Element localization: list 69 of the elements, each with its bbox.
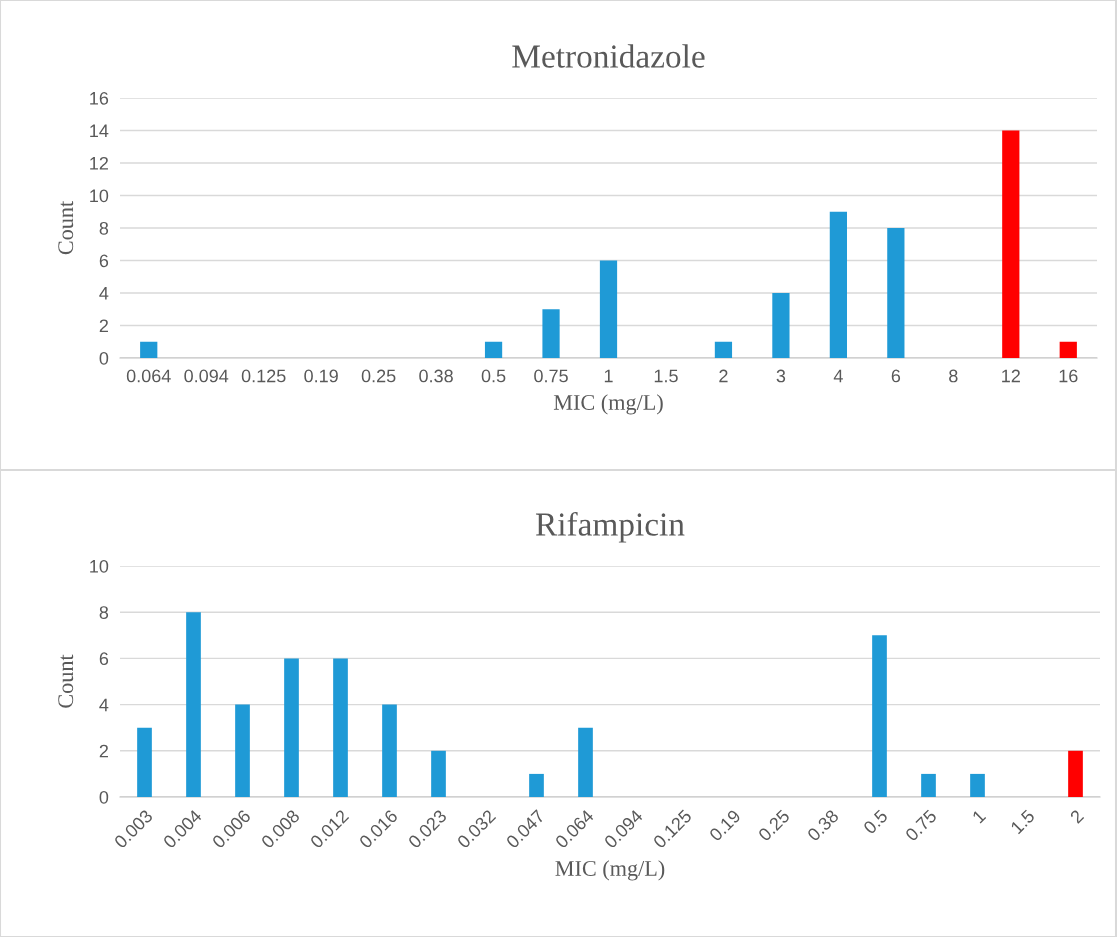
bar [714,341,733,358]
x-tick-label: 0.094 [184,369,229,383]
y-axis-title: Count [58,654,74,708]
x-tick-label: 0.125 [241,369,286,383]
bar [887,228,905,358]
bar [578,727,593,797]
y-tick-label: 4 [99,287,109,300]
x-tick-label: 2 [1069,809,1085,824]
x-tick-label: 0.25 [361,369,396,383]
x-tick-label: 16 [1059,369,1078,383]
x-tick-label: 3 [776,369,786,383]
y-tick-label: 0 [99,351,109,365]
x-tick-label: 1.5 [1010,809,1036,835]
x-tick-label: 0.38 [419,369,453,383]
x-tick-label: 8 [949,369,958,383]
bar [1002,130,1020,358]
bar [140,341,158,358]
y-tick-label: 10 [90,559,109,573]
bar [186,612,201,797]
bar [542,309,560,358]
bar [431,750,446,797]
x-tick-label: 0.19 [304,369,338,383]
y-tick-label: 8 [99,606,109,619]
bar [872,635,887,797]
x-tick-label: 1.5 [654,369,678,383]
x-tick-label: 0.75 [904,808,938,842]
x-tick-label: 1 [604,369,613,383]
bar [484,341,503,358]
x-tick-label: 0.38 [806,809,840,842]
x-tick-label: 1 [971,809,987,824]
bar [333,658,348,797]
y-tick-label: 4 [99,698,109,712]
y-tick-label: 0 [99,790,109,804]
x-tick-label: 0.25 [757,808,791,842]
x-tick-label: 2 [719,369,728,383]
x-tick-label: 0.5 [481,369,506,383]
x-tick-label: 0.5 [862,808,889,835]
bar [137,727,152,797]
y-tick-label: 14 [90,124,109,138]
bar [235,704,250,797]
bar [829,211,847,358]
bar [1068,750,1083,797]
bar [529,773,544,797]
x-axis-title: MIC (mg/L) [553,394,663,415]
x-tick-label: 0.19 [708,809,742,842]
x-tick-label: 0.064 [126,369,171,383]
bar [284,658,299,797]
bar [970,773,985,797]
x-tick-label: 4 [833,369,843,383]
y-tick-label: 8 [99,221,109,235]
bar [921,773,936,797]
bar [1059,341,1077,358]
y-tick-label: 10 [90,189,109,203]
y-tick-label: 16 [90,91,109,105]
bar [599,260,618,358]
bar [772,293,790,358]
y-tick-label: 2 [99,744,108,758]
x-tick-label: 0.75 [534,369,568,383]
y-tick-label: 12 [90,156,108,170]
x-tick-label: 6 [891,369,901,383]
y-tick-label: 2 [99,319,108,333]
y-axis-title: Count [58,200,74,255]
bar [382,704,397,797]
x-tick-label: 12 [1002,369,1020,383]
y-tick-label: 6 [99,254,109,268]
x-axis-title: MIC (mg/L) [555,860,665,881]
y-tick-label: 6 [99,652,109,666]
chart-title: Metronidazole [512,44,705,68]
chart-title: Rifampicin [535,511,685,543]
